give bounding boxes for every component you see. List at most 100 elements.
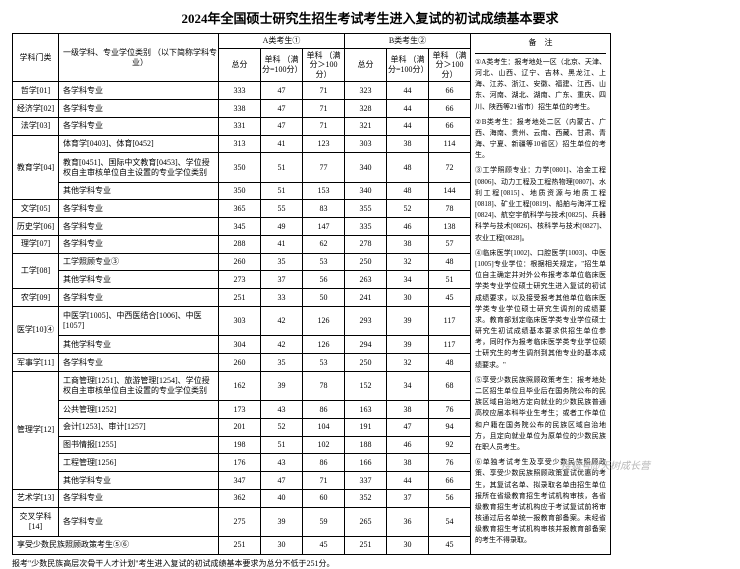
cell-score: 57	[429, 235, 471, 253]
cell-score: 48	[387, 182, 429, 200]
table-row: 其他学科专业3044212629439117	[13, 336, 471, 354]
cell-score: 352	[345, 489, 387, 507]
cell-score: 30	[387, 536, 429, 554]
note-item: ⑥单独考试考生及享受少数民族照顾政策、享受少数民族照顾政策复试优惠的考生，其复试…	[475, 457, 606, 547]
cell-cat: 军事学[11]	[13, 353, 59, 371]
cell-maj: 工程管理[1256]	[59, 454, 219, 472]
cell-score: 77	[303, 153, 345, 182]
cell-score: 153	[303, 182, 345, 200]
cell-cat: 医学[10]④	[13, 306, 59, 353]
cell-maj: 教育[0451]、国际中文教育[0453]、学位授权自主审核单位自主设置的专业学…	[59, 153, 219, 182]
cell-score: 173	[219, 401, 261, 419]
table-row: 教育[0451]、国际中文教育[0453]、学位授权自主审核单位自主设置的专业学…	[13, 153, 471, 182]
table-row: 工程管理[1256]17643861663876	[13, 454, 471, 472]
h-bt: 总分	[345, 48, 387, 82]
cell-cat: 管理学[12]	[13, 371, 59, 489]
cell-score: 37	[261, 271, 303, 289]
cell-score: 60	[303, 489, 345, 507]
cell-score: 51	[261, 153, 303, 182]
cell-maj: 各学科专业	[59, 289, 219, 307]
notes-header: 备 注	[475, 37, 606, 54]
cell-score: 250	[345, 253, 387, 271]
cell-score: 38	[387, 235, 429, 253]
cell-score: 273	[219, 271, 261, 289]
cell-score: 241	[345, 289, 387, 307]
cell-maj: 图书情报[1255]	[59, 436, 219, 454]
cell-score: 152	[345, 371, 387, 400]
cell-score: 56	[429, 489, 471, 507]
cell-score: 350	[219, 153, 261, 182]
cell-score: 104	[303, 418, 345, 436]
h-b: B类考生②	[345, 34, 471, 49]
cell-score: 198	[219, 436, 261, 454]
cell-score: 304	[219, 336, 261, 354]
cell-score: 45	[429, 536, 471, 554]
cell-score: 66	[429, 472, 471, 490]
cell-maj: 各学科专业	[59, 218, 219, 236]
cell-score: 265	[345, 507, 387, 536]
cell-score: 331	[219, 117, 261, 135]
cell-score: 45	[429, 289, 471, 307]
cell-score: 147	[303, 218, 345, 236]
cell-score: 278	[345, 235, 387, 253]
cell-score: 288	[219, 235, 261, 253]
h-maj: 一级学科、专业学位类别 （以下简称学科专业）	[59, 34, 219, 82]
cell-maj: 公共管理[1252]	[59, 401, 219, 419]
cell-score: 35	[261, 253, 303, 271]
cell-cat: 法学[03]	[13, 117, 59, 135]
cell-maj: 各学科专业	[59, 489, 219, 507]
cell-score: 44	[387, 82, 429, 100]
cell-score: 321	[345, 117, 387, 135]
cell-score: 251	[219, 289, 261, 307]
score-table: 学科门类 一级学科、专业学位类别 （以下简称学科专业） A类考生① B类考生② …	[12, 33, 471, 555]
cell-score: 251	[219, 536, 261, 554]
table-row: 其他学科专业27337562633451	[13, 271, 471, 289]
cell-score: 44	[387, 100, 429, 118]
cell-score: 188	[345, 436, 387, 454]
cell-score: 303	[219, 306, 261, 335]
cell-score: 51	[261, 436, 303, 454]
cell-maj: 会计[1253]、审计[1257]	[59, 418, 219, 436]
cell-score: 76	[429, 401, 471, 419]
cell-maj: 体育学[0403]、体育[0452]	[59, 135, 219, 153]
cell-maj: 各学科专业	[59, 200, 219, 218]
notes-panel: 备 注 ①A类考生：报考地处一区（北京、天津、河北、山西、辽宁、吉林、黑龙江、上…	[471, 33, 611, 555]
note-item: ①A类考生：报考地处一区（北京、天津、河北、山西、辽宁、吉林、黑龙江、上海、江苏…	[475, 57, 606, 113]
cell-score: 32	[387, 253, 429, 271]
cell-score: 37	[387, 489, 429, 507]
cell-score: 250	[345, 353, 387, 371]
cell-score: 39	[261, 371, 303, 400]
cell-score: 263	[345, 271, 387, 289]
cell-score: 48	[429, 253, 471, 271]
cell-cat: 经济学[02]	[13, 100, 59, 118]
cell-score: 44	[387, 117, 429, 135]
cell-score: 41	[261, 135, 303, 153]
table-row: 工学[08]工学照顾专业③26035532503248	[13, 253, 471, 271]
cell-maj: 各学科专业	[59, 82, 219, 100]
content-wrap: 学科门类 一级学科、专业学位类别 （以下简称学科专业） A类考生① B类考生② …	[0, 33, 740, 555]
cell-score: 48	[387, 153, 429, 182]
cell-score: 365	[219, 200, 261, 218]
cell-score: 51	[429, 271, 471, 289]
cell-score: 260	[219, 353, 261, 371]
table-row: 公共管理[1252]17343861633876	[13, 401, 471, 419]
cell-score: 39	[261, 507, 303, 536]
cell-score: 114	[429, 135, 471, 153]
page-title: 2024年全国硕士研究生招生考试考生进入复试的初试成绩基本要求	[0, 0, 740, 33]
table-row: 会计[1253]、审计[1257]201521041914794	[13, 418, 471, 436]
table-row: 军事学[11]各学科专业26035532503248	[13, 353, 471, 371]
cell-maj: 工商管理[1251]、旅游管理[1254]、学位授权自主审核单位自主设置的专业学…	[59, 371, 219, 400]
cell-score: 303	[345, 135, 387, 153]
table-row: 历史学[06]各学科专业3454914733546138	[13, 218, 471, 236]
table-row: 享受少数民族照顾政策考生⑤⑥25130452513045	[13, 536, 471, 554]
cell-score: 163	[345, 401, 387, 419]
cell-score: 328	[345, 100, 387, 118]
cell-score: 338	[219, 100, 261, 118]
h-a: A类考生①	[219, 34, 345, 49]
cell-score: 293	[345, 306, 387, 335]
cell-score: 56	[303, 271, 345, 289]
cell-score: 34	[387, 371, 429, 400]
table-row: 教育学[04]体育学[0403]、体育[0452]313411233033811…	[13, 135, 471, 153]
cell-score: 47	[387, 418, 429, 436]
cell-score: 49	[261, 218, 303, 236]
